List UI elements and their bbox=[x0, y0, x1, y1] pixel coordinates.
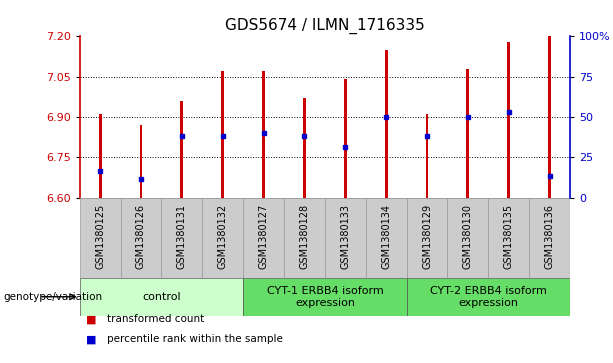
Text: GSM1380127: GSM1380127 bbox=[259, 204, 268, 269]
Text: GSM1380136: GSM1380136 bbox=[545, 204, 555, 269]
Bar bbox=[466, 69, 470, 198]
Bar bbox=[243, 198, 284, 278]
Text: GSM1380132: GSM1380132 bbox=[218, 204, 227, 269]
Bar bbox=[80, 198, 121, 278]
Text: genotype/variation: genotype/variation bbox=[3, 292, 102, 302]
Bar bbox=[140, 125, 142, 198]
Text: ■: ■ bbox=[86, 314, 96, 325]
Bar bbox=[325, 198, 366, 278]
Text: GSM1380133: GSM1380133 bbox=[340, 204, 350, 269]
Bar bbox=[344, 79, 347, 198]
Text: GSM1380129: GSM1380129 bbox=[422, 204, 432, 269]
Bar bbox=[406, 278, 570, 316]
Text: GSM1380128: GSM1380128 bbox=[300, 204, 310, 269]
Text: CYT-2 ERBB4 isoform
expression: CYT-2 ERBB4 isoform expression bbox=[430, 286, 547, 307]
Bar bbox=[529, 198, 570, 278]
Text: GSM1380134: GSM1380134 bbox=[381, 204, 391, 269]
Bar bbox=[548, 34, 551, 198]
Bar bbox=[262, 71, 265, 198]
Bar bbox=[284, 198, 325, 278]
Bar bbox=[121, 198, 161, 278]
Text: CYT-1 ERBB4 isoform
expression: CYT-1 ERBB4 isoform expression bbox=[267, 286, 383, 307]
Text: transformed count: transformed count bbox=[107, 314, 205, 325]
Bar bbox=[202, 198, 243, 278]
Title: GDS5674 / ILMN_1716335: GDS5674 / ILMN_1716335 bbox=[225, 17, 425, 33]
Bar bbox=[161, 198, 202, 278]
Bar bbox=[366, 198, 406, 278]
Bar bbox=[221, 71, 224, 198]
Text: control: control bbox=[142, 292, 181, 302]
Text: GSM1380135: GSM1380135 bbox=[504, 204, 514, 269]
Text: percentile rank within the sample: percentile rank within the sample bbox=[107, 334, 283, 344]
Text: GSM1380131: GSM1380131 bbox=[177, 204, 187, 269]
Bar bbox=[385, 50, 387, 198]
Bar bbox=[406, 198, 447, 278]
Text: GSM1380125: GSM1380125 bbox=[95, 204, 105, 269]
Text: GSM1380130: GSM1380130 bbox=[463, 204, 473, 269]
Bar bbox=[180, 101, 183, 198]
Bar bbox=[99, 114, 102, 198]
Bar bbox=[425, 114, 428, 198]
Bar bbox=[447, 198, 489, 278]
Bar bbox=[508, 42, 510, 198]
Text: ■: ■ bbox=[86, 334, 96, 344]
Bar bbox=[80, 278, 243, 316]
Bar bbox=[243, 278, 406, 316]
Bar bbox=[303, 98, 306, 198]
Bar bbox=[489, 198, 529, 278]
Text: GSM1380126: GSM1380126 bbox=[136, 204, 146, 269]
